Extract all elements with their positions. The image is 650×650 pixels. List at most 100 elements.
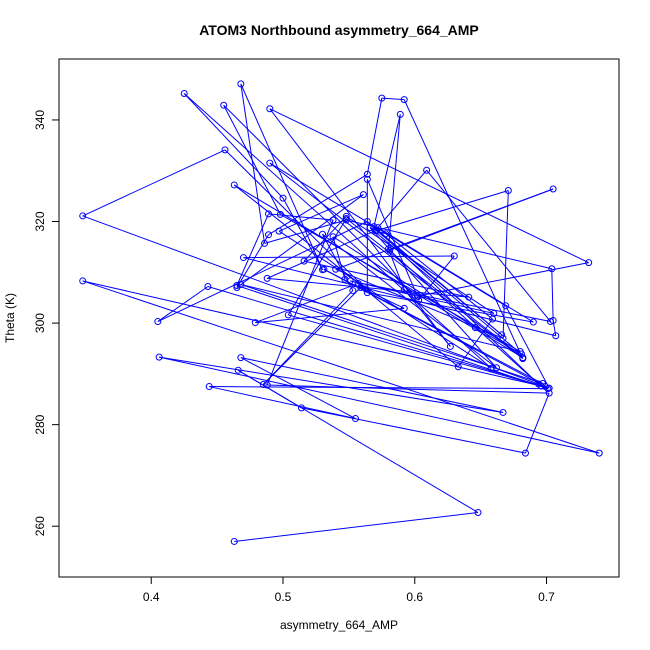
- data-point: [363, 170, 371, 178]
- series-segment: [389, 250, 539, 385]
- data-point: [329, 216, 337, 224]
- data-point: [413, 292, 421, 300]
- chart-title: ATOM3 Northbound asymmetry_664_AMP: [199, 22, 479, 38]
- series-segment: [377, 169, 428, 228]
- data-point: [400, 286, 408, 294]
- data-point: [79, 212, 87, 220]
- series-segment: [268, 173, 368, 236]
- series-segment: [157, 221, 368, 323]
- plot-frame: [58, 58, 620, 578]
- series-segment: [82, 280, 600, 454]
- data-point: [233, 284, 241, 292]
- data-point: [535, 380, 543, 388]
- series-segment: [375, 230, 386, 235]
- series-segment: [266, 219, 334, 386]
- series-segment: [287, 218, 347, 316]
- data-point: [549, 185, 557, 193]
- data-point: [275, 227, 283, 235]
- data-point: [221, 146, 229, 154]
- series-segment: [551, 268, 554, 321]
- series-segment: [267, 277, 469, 298]
- axes-layer: 0.4 0.5 0.6 0.7 260 280 300 320 340: [33, 110, 555, 604]
- series-segment: [266, 230, 376, 279]
- series-segment: [357, 283, 459, 368]
- series-segment: [255, 283, 359, 324]
- data-point: [502, 302, 510, 310]
- data-point: [396, 110, 404, 118]
- series-segment: [505, 305, 550, 389]
- series-segment: [376, 190, 509, 232]
- series-segment: [183, 93, 284, 199]
- data-point: [546, 318, 554, 326]
- data-point: [545, 389, 553, 397]
- data-point: [471, 324, 479, 332]
- series-segment: [502, 190, 509, 339]
- data-point: [474, 509, 482, 516]
- series-segment: [366, 179, 418, 297]
- data-point: [342, 212, 350, 220]
- data-point: [239, 254, 247, 262]
- series-segment: [385, 233, 493, 320]
- data-point: [489, 315, 497, 323]
- series-segment: [262, 290, 354, 385]
- data-point: [263, 381, 271, 389]
- series-segment: [322, 233, 497, 369]
- data-point: [220, 101, 228, 109]
- series-segment: [268, 213, 334, 221]
- series-segment: [262, 287, 362, 385]
- data-point: [386, 246, 394, 254]
- data-point: [349, 287, 357, 295]
- data-point: [454, 363, 462, 371]
- data-point: [366, 224, 374, 232]
- series-segment: [236, 213, 269, 286]
- series-segment: [269, 108, 589, 264]
- series-segment: [282, 197, 323, 270]
- data-point: [261, 239, 269, 247]
- series-segment: [240, 83, 266, 244]
- data-point: [230, 181, 238, 189]
- data-point: [259, 381, 267, 389]
- data-point: [265, 210, 273, 218]
- data-point: [351, 415, 359, 423]
- series-segment: [236, 285, 549, 390]
- data-point: [552, 332, 560, 340]
- series-layer: [79, 80, 603, 545]
- y-axis-label: Theta (K): [3, 293, 17, 343]
- data-point: [384, 245, 392, 253]
- data-point: [154, 318, 162, 326]
- data-point: [180, 90, 188, 98]
- x-tick-label: 0.4: [143, 590, 160, 604]
- data-point: [363, 289, 371, 297]
- data-point: [400, 96, 408, 104]
- data-point: [251, 319, 259, 327]
- y-tick-label: 280: [33, 414, 47, 434]
- series-segment: [350, 280, 494, 314]
- data-point: [370, 223, 378, 231]
- series-segment: [381, 97, 405, 101]
- data-point: [155, 353, 163, 361]
- data-point: [363, 218, 371, 226]
- y-tick-label: 320: [33, 211, 47, 231]
- series-segment: [278, 194, 364, 232]
- series-segment: [159, 356, 504, 413]
- data-point: [585, 259, 593, 267]
- series-segment: [367, 292, 534, 323]
- y-tick-label: 340: [33, 110, 47, 130]
- data-point: [341, 275, 349, 283]
- data-point: [499, 334, 507, 342]
- series-segment: [524, 392, 550, 454]
- data-point: [499, 408, 507, 416]
- series-segment: [403, 99, 524, 359]
- data-point: [284, 311, 292, 319]
- series-segment: [426, 169, 551, 322]
- data-point: [79, 277, 87, 285]
- data-point: [230, 537, 238, 545]
- data-point: [266, 105, 274, 113]
- series-segment: [234, 512, 479, 542]
- data-point: [465, 293, 473, 301]
- data-point: [265, 231, 273, 239]
- series-segment: [269, 108, 451, 347]
- x-axis-label: asymmetry_664_AMP: [280, 618, 398, 632]
- data-point: [517, 350, 525, 358]
- data-point: [276, 210, 284, 218]
